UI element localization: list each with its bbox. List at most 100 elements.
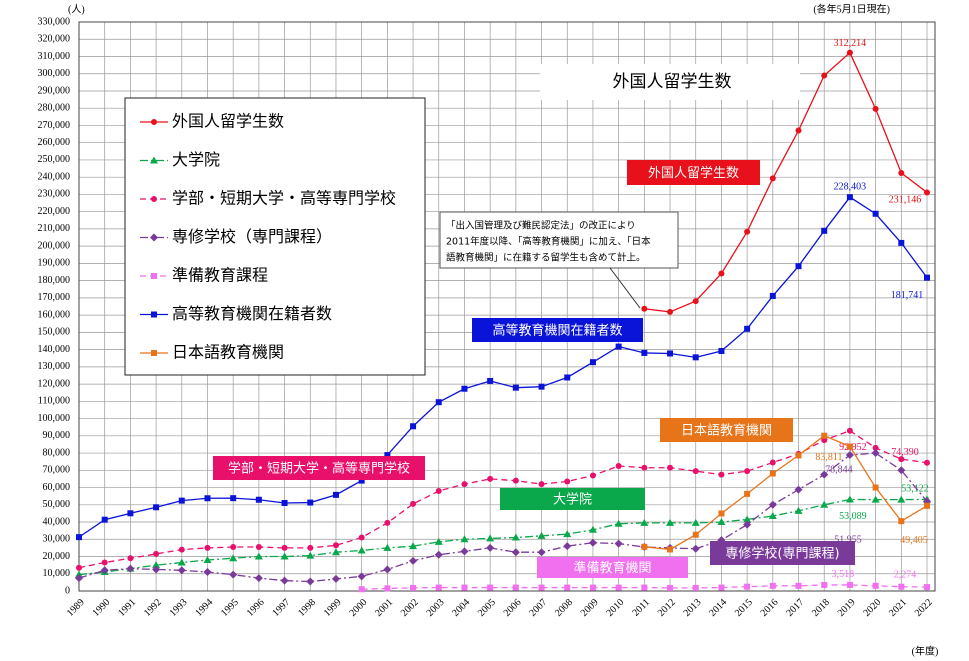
y-tick-label: 180,000	[38, 275, 71, 286]
marker	[744, 583, 751, 590]
marker	[564, 478, 571, 485]
marker	[794, 506, 803, 514]
x-tick-label: 1995	[219, 597, 241, 619]
legend-marker	[151, 311, 157, 318]
marker	[332, 491, 339, 498]
marker	[101, 516, 108, 523]
marker	[898, 456, 905, 463]
marker	[384, 519, 391, 526]
legend-label: 高等教育機関在籍者数	[172, 304, 332, 323]
marker	[460, 535, 469, 543]
callout-text: 大学院	[553, 492, 592, 508]
marker	[691, 518, 700, 526]
callout-text: 学部・短期大学・高等専門学校	[228, 461, 410, 477]
x-tick-label: 1992	[142, 597, 164, 619]
marker	[744, 228, 751, 235]
y-tick-label: 50,000	[43, 499, 71, 510]
marker	[76, 564, 82, 571]
annotation-text: 「出入国管理及び難民認定法」の改正により	[446, 220, 636, 232]
callout-box	[660, 418, 793, 442]
marker	[769, 582, 776, 589]
x-tick-label: 2000	[347, 597, 369, 619]
series-line	[644, 51, 928, 313]
marker	[588, 538, 597, 547]
y-tick-label: 70,000	[43, 465, 71, 476]
y-tick-label: 130,000	[38, 361, 71, 372]
marker	[357, 572, 366, 581]
marker	[898, 169, 905, 176]
series-line	[78, 498, 928, 576]
marker	[512, 384, 519, 391]
marker	[872, 210, 879, 217]
marker	[486, 534, 495, 542]
x-tick-label: 1998	[296, 597, 318, 619]
callout-box	[537, 557, 688, 578]
marker	[178, 546, 185, 553]
callout-text: 専修学校(専門課程)	[725, 546, 839, 562]
marker	[152, 565, 161, 574]
marker	[795, 452, 802, 459]
y-tick-label: 10,000	[43, 568, 71, 579]
data-label: 181,741	[891, 290, 924, 301]
marker	[641, 349, 648, 356]
plot-border	[78, 21, 936, 592]
marker	[667, 308, 674, 315]
marker	[820, 500, 829, 508]
marker	[280, 552, 289, 560]
marker	[538, 481, 545, 488]
marker	[845, 451, 854, 460]
marker	[718, 471, 725, 478]
legend-marker	[150, 233, 158, 242]
marker	[846, 581, 853, 588]
marker	[615, 584, 622, 591]
callout-text: 準備教育機関	[573, 560, 651, 576]
legend-box	[124, 97, 426, 376]
y-tick-label: 170,000	[38, 292, 71, 303]
marker	[589, 359, 596, 366]
marker	[641, 584, 648, 591]
marker	[307, 544, 314, 551]
marker	[229, 554, 238, 562]
marker	[743, 520, 752, 529]
marker	[872, 484, 879, 491]
y-tick-label: 270,000	[38, 120, 71, 131]
marker	[924, 502, 930, 509]
marker	[384, 585, 391, 592]
data-label: 312,214	[834, 38, 867, 49]
legend-marker	[151, 119, 157, 125]
x-tick-label: 1991	[116, 597, 138, 619]
x-tick-label: 2020	[861, 597, 883, 619]
marker	[564, 374, 571, 381]
marker	[846, 427, 853, 434]
marker	[410, 500, 417, 507]
data-label: 2,274	[894, 569, 917, 580]
marker	[563, 530, 572, 538]
x-unit: (年度)	[912, 644, 939, 657]
marker	[845, 495, 854, 503]
marker	[744, 490, 751, 497]
y-tick-label: 140,000	[38, 344, 71, 355]
marker	[281, 499, 288, 506]
x-tick-label: 2011	[630, 597, 652, 619]
data-label: 49,405	[900, 535, 928, 546]
marker	[872, 105, 879, 112]
series-line	[644, 434, 928, 551]
marker	[511, 533, 520, 541]
marker	[332, 542, 339, 549]
marker	[692, 531, 699, 538]
data-label: 78,844	[825, 464, 853, 475]
callout-box	[500, 488, 645, 510]
marker	[769, 292, 776, 299]
x-tick-label: 2016	[759, 597, 781, 619]
marker	[692, 468, 699, 475]
y-tick-label: 290,000	[38, 85, 71, 96]
y-tick-label: 240,000	[38, 171, 71, 182]
y-tick-label: 120,000	[38, 378, 71, 389]
marker	[667, 546, 674, 553]
legend-label: 外国人留学生数	[172, 112, 284, 131]
legend-label: 専修学校（専門課程）	[172, 227, 332, 246]
annotation-text: 語教育機関」に在籍する留学生も含めて計上。	[446, 252, 646, 264]
marker	[718, 348, 725, 355]
